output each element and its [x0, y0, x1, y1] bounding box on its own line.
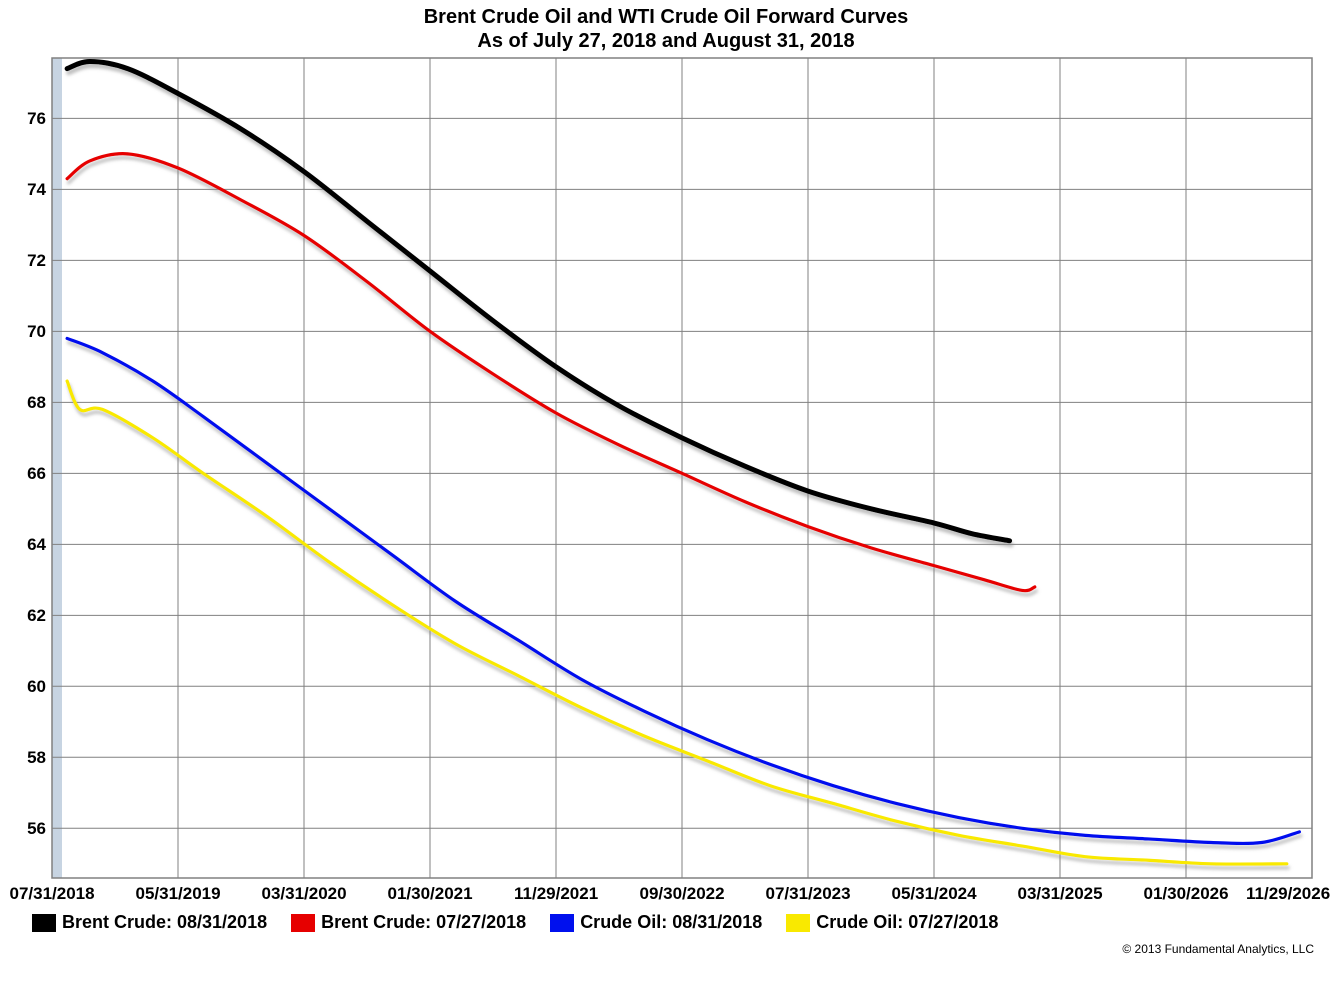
y-tick-label: 58	[27, 748, 46, 768]
legend-item: Brent Crude: 08/31/2018	[32, 912, 267, 933]
chart-container: Brent Crude Oil and WTI Crude Oil Forwar…	[0, 0, 1332, 990]
legend-swatch	[786, 914, 810, 932]
legend-swatch	[291, 914, 315, 932]
x-tick-label: 05/31/2024	[892, 884, 977, 904]
legend-item: Crude Oil: 07/27/2018	[786, 912, 998, 933]
y-tick-label: 62	[27, 606, 46, 626]
x-tick-label: 07/31/2018	[10, 884, 95, 904]
legend-swatch	[550, 914, 574, 932]
y-tick-label: 66	[27, 464, 46, 484]
x-tick-label: 07/31/2023	[766, 884, 851, 904]
x-tick-label: 11/29/2026	[1246, 884, 1330, 904]
x-tick-label: 05/31/2019	[136, 884, 221, 904]
x-tick-label: 01/30/2021	[388, 884, 473, 904]
copyright-text: © 2013 Fundamental Analytics, LLC	[1122, 942, 1314, 956]
y-tick-label: 56	[27, 819, 46, 839]
y-tick-label: 70	[27, 322, 46, 342]
y-tick-label: 68	[27, 393, 46, 413]
legend-label: Brent Crude: 07/27/2018	[321, 912, 526, 933]
legend-label: Brent Crude: 08/31/2018	[62, 912, 267, 933]
y-tick-label: 76	[27, 109, 46, 129]
x-tick-label: 11/29/2021	[514, 884, 598, 904]
y-tick-label: 60	[27, 677, 46, 697]
y-tick-label: 72	[27, 251, 46, 271]
legend-label: Crude Oil: 08/31/2018	[580, 912, 762, 933]
legend-swatch	[32, 914, 56, 932]
plot-area	[0, 0, 1332, 990]
legend-item: Crude Oil: 08/31/2018	[550, 912, 762, 933]
x-tick-label: 09/30/2022	[640, 884, 725, 904]
x-tick-label: 01/30/2026	[1144, 884, 1229, 904]
legend: Brent Crude: 08/31/2018 Brent Crude: 07/2…	[32, 912, 1312, 933]
y-tick-label: 74	[27, 180, 46, 200]
y-tick-label: 64	[27, 535, 46, 555]
x-tick-label: 03/31/2025	[1018, 884, 1103, 904]
legend-label: Crude Oil: 07/27/2018	[816, 912, 998, 933]
legend-item: Brent Crude: 07/27/2018	[291, 912, 526, 933]
x-tick-label: 03/31/2020	[262, 884, 347, 904]
